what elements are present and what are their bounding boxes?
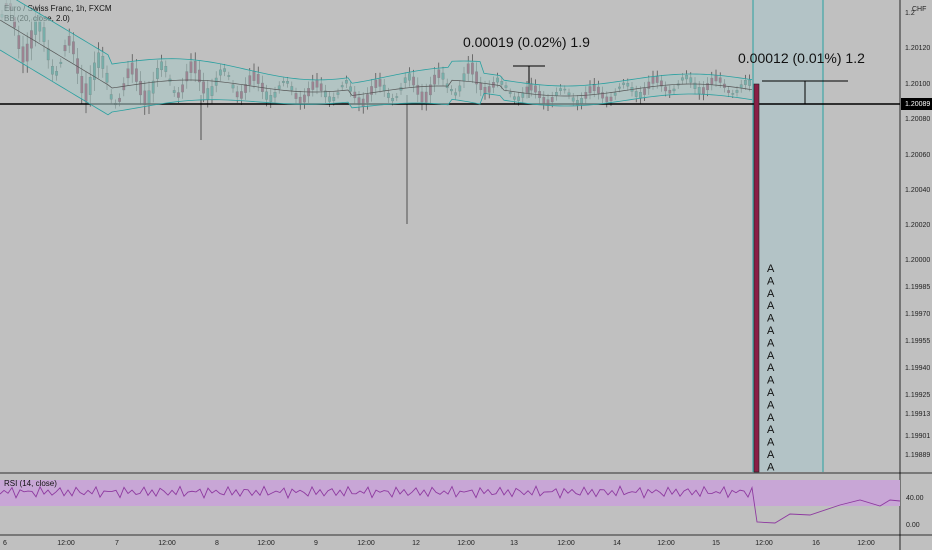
time-label: 12:00 — [257, 540, 275, 547]
current-price-bg — [901, 98, 932, 110]
bollinger-lower — [0, 49, 753, 116]
time-label: 8 — [215, 540, 219, 547]
time-label: 7 — [115, 540, 119, 547]
price-label: 1.19925 — [905, 392, 930, 399]
time-label: 14 — [613, 540, 621, 547]
marker: A — [767, 362, 775, 374]
price-label: 1.20080 — [905, 116, 930, 123]
marker: A — [767, 437, 775, 449]
time-label: 9 — [314, 540, 318, 547]
marker: A — [767, 300, 775, 312]
time-label: 12:00 — [657, 540, 675, 547]
bollinger-mid — [0, 19, 753, 97]
price-label: 1.20060 — [905, 152, 930, 159]
rsi-label: 40.00 — [906, 495, 924, 502]
time-label: 12:00 — [457, 540, 475, 547]
time-label: 13 — [510, 540, 518, 547]
measure-label: 0.00012 (0.01%) 1.2 — [738, 50, 865, 66]
time-label: 12:00 — [857, 540, 875, 547]
time-label: 15 — [712, 540, 720, 547]
marker: A — [767, 375, 775, 387]
marker: A — [767, 387, 775, 399]
price-label: 1.19901 — [905, 433, 930, 440]
price-label: 1.20100 — [905, 81, 930, 88]
currency: CHF — [912, 6, 926, 13]
time-label: 6 — [3, 540, 7, 547]
price-label: 1.20120 — [905, 45, 930, 52]
price-label: 1.19889 — [905, 452, 930, 459]
price-label: 1.20000 — [905, 257, 930, 264]
current-price: 1.20089 — [905, 101, 930, 108]
price-label: 1.20020 — [905, 222, 930, 229]
marker: A — [767, 313, 775, 325]
time-label: 12:00 — [57, 540, 75, 547]
marker: A — [767, 449, 775, 461]
bollinger-upper — [15, 0, 753, 87]
marker: A — [767, 275, 775, 287]
price-label: 1.19985 — [905, 284, 930, 291]
marker: A — [767, 399, 775, 411]
bollinger-fill — [0, 0, 752, 115]
rsi-line — [0, 485, 901, 524]
price-label: 1.20040 — [905, 187, 930, 194]
price-label: 1.19913 — [905, 411, 930, 418]
marker: A — [767, 424, 775, 436]
time-label: 12:00 — [357, 540, 375, 547]
time-label: 12:00 — [557, 540, 575, 547]
marker: A — [767, 461, 775, 473]
marker: A — [767, 337, 775, 349]
price-label: 1.2 — [905, 10, 915, 17]
time-label: 12:00 — [755, 540, 773, 547]
marker: A — [767, 350, 775, 362]
symbol: Euro / Swiss Franc, 1h, FXCM — [4, 4, 112, 13]
marker: A — [767, 263, 775, 275]
marker: A — [767, 288, 775, 300]
measure-label: 0.00019 (0.02%) 1.9 — [463, 34, 590, 50]
big-candle — [753, 83, 760, 473]
price-label: 1.19970 — [905, 311, 930, 318]
marker: A — [767, 412, 775, 424]
time-label: 12:00 — [158, 540, 176, 547]
time-label: 12 — [412, 540, 420, 547]
price-label: 1.19940 — [905, 365, 930, 372]
rsi-label: 0.00 — [906, 522, 920, 529]
marker: A — [767, 325, 775, 337]
price-label: 1.19955 — [905, 338, 930, 345]
projection-zone — [753, 0, 823, 472]
time-label: 16 — [812, 540, 820, 547]
rsi-title: RSI (14, close) — [4, 479, 57, 488]
